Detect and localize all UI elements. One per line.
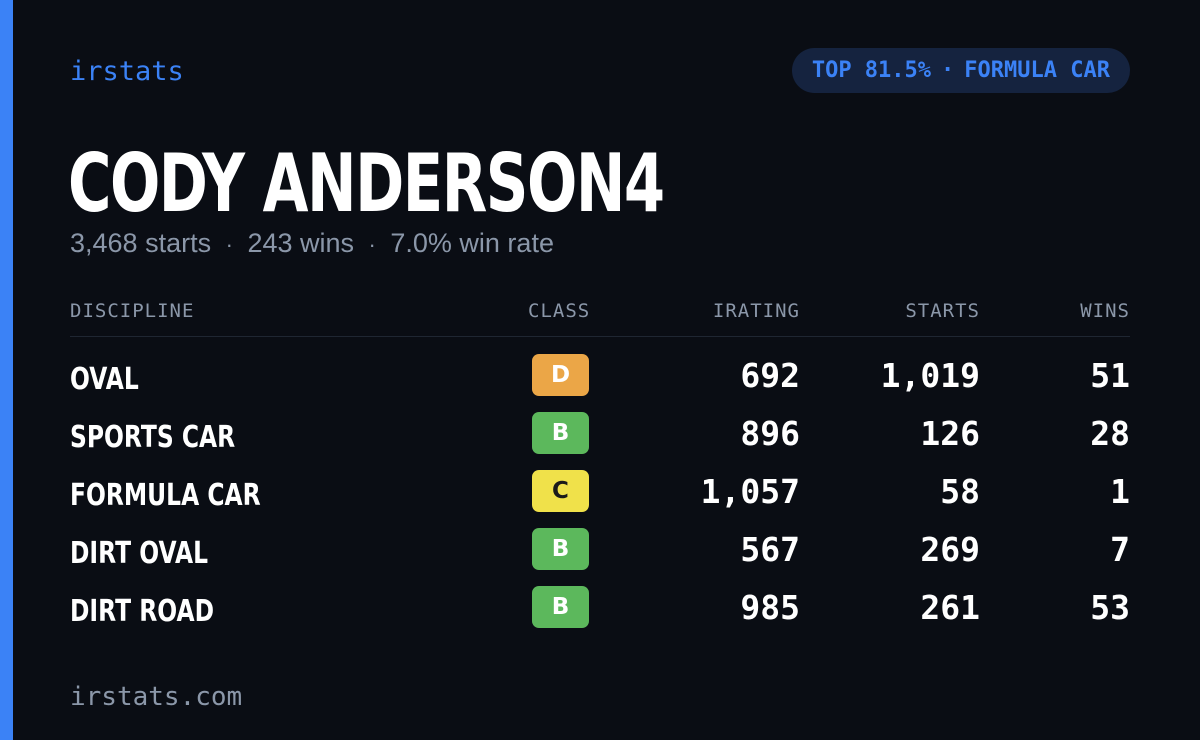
- row-irating: 1,057: [700, 472, 800, 511]
- row-starts: 58: [940, 472, 980, 511]
- row-starts: 1,019: [880, 356, 980, 395]
- table-row: OVAL D 692 1,019 51: [70, 354, 1130, 412]
- class-badge: B: [532, 528, 589, 570]
- header-discipline: DISCIPLINE: [70, 300, 195, 322]
- row-irating: 896: [740, 414, 800, 453]
- header-wins: WINS: [1080, 300, 1130, 322]
- row-discipline: OVAL: [70, 362, 139, 397]
- class-badge: C: [532, 470, 589, 512]
- class-badge: D: [532, 354, 589, 396]
- class-badge: B: [532, 586, 589, 628]
- row-irating: 567: [740, 530, 800, 569]
- row-starts: 126: [920, 414, 980, 453]
- row-wins: 51: [1090, 356, 1130, 395]
- row-irating: 692: [740, 356, 800, 395]
- header-starts: STARTS: [905, 300, 980, 322]
- table-row: SPORTS CAR B 896 126 28: [70, 412, 1130, 470]
- rank-percentile: TOP 81.5%: [811, 58, 932, 83]
- row-starts: 269: [920, 530, 980, 569]
- table-row: FORMULA CAR C 1,057 58 1: [70, 470, 1130, 528]
- table-row: DIRT ROAD B 985 261 53: [70, 586, 1130, 644]
- class-badge: B: [532, 412, 589, 454]
- row-discipline: DIRT OVAL: [70, 536, 209, 571]
- header-irating: IRATING: [712, 300, 800, 322]
- driver-name: CODY ANDERSON4: [68, 137, 665, 230]
- summary-separator: ·: [225, 232, 233, 257]
- summary-separator: ·: [368, 232, 376, 257]
- win-rate: 7.0% win rate: [390, 228, 554, 258]
- total-starts: 3,468 starts: [70, 228, 212, 258]
- table-row: DIRT OVAL B 567 269 7: [70, 528, 1130, 586]
- row-starts: 261: [920, 588, 980, 627]
- row-discipline: DIRT ROAD: [70, 594, 215, 629]
- rank-badge: TOP 81.5% · FORMULA CAR: [791, 48, 1130, 93]
- row-discipline: FORMULA CAR: [70, 478, 261, 513]
- driver-summary: 3,468 starts · 243 wins · 7.0% win rate: [70, 228, 554, 259]
- header-class: CLASS: [528, 300, 591, 322]
- rank-discipline: FORMULA CAR: [964, 58, 1110, 83]
- accent-bar: [0, 0, 13, 740]
- row-wins: 7: [1110, 530, 1130, 569]
- row-discipline: SPORTS CAR: [70, 420, 236, 455]
- rank-separator: ·: [941, 58, 955, 83]
- row-irating: 985: [740, 588, 800, 627]
- brand-logo[interactable]: irstats: [70, 56, 184, 87]
- row-wins: 28: [1090, 414, 1130, 453]
- table-header: DISCIPLINE CLASS IRATING STARTS WINS: [70, 300, 1130, 337]
- total-wins: 243 wins: [247, 228, 355, 258]
- footer-site-link[interactable]: irstats.com: [70, 682, 243, 712]
- row-wins: 53: [1090, 588, 1130, 627]
- row-wins: 1: [1110, 472, 1130, 511]
